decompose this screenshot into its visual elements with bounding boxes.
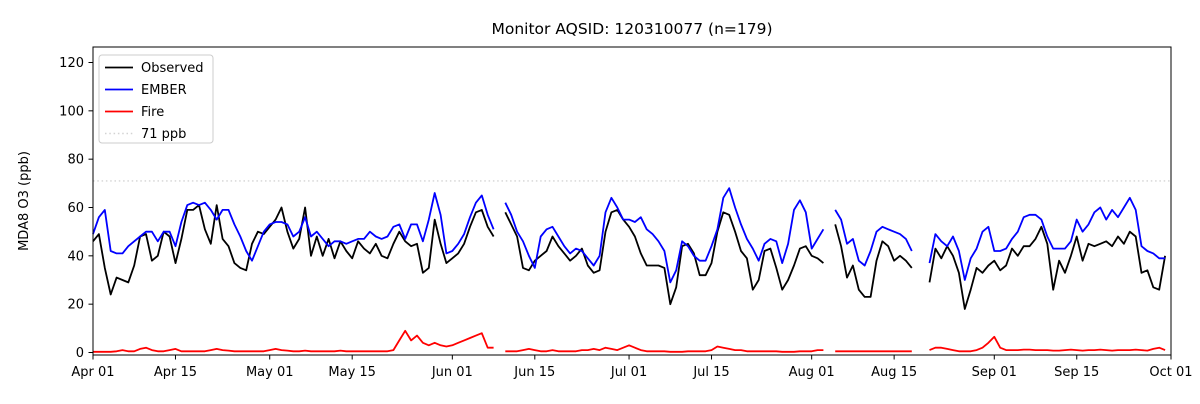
series-lines [92, 180, 1171, 353]
x-tick-label: Oct 01 [1149, 365, 1192, 380]
x-tick-label: Jun 15 [513, 365, 555, 380]
y-tick-label: 20 [67, 298, 84, 313]
observed-line [928, 225, 1166, 310]
fire-line [93, 329, 494, 353]
x-tick-label: Sep 01 [972, 365, 1017, 380]
y-tick-label: 60 [67, 201, 84, 216]
ember-line [92, 192, 495, 262]
plot-area-border [92, 46, 1172, 356]
y-tick-label: 0 [76, 346, 84, 361]
legend-box [98, 54, 214, 144]
x-tick-label: May 01 [246, 365, 294, 380]
y-tick-label: 120 [59, 56, 84, 71]
x-tick-label: Jul 01 [610, 365, 647, 380]
legend-label-ember: EMBER [141, 83, 187, 98]
x-tick-label: Jul 15 [692, 365, 729, 380]
x-tick-label: Aug 15 [871, 365, 917, 380]
x-tick-label: Sep 15 [1054, 365, 1099, 380]
chart-title: Monitor AQSID: 120310077 (n=179) [491, 20, 772, 38]
observed-line [92, 204, 495, 296]
ember-line [928, 196, 1166, 281]
legend-label-observed: Observed [141, 61, 204, 76]
x-tick-label: Jun 01 [431, 365, 473, 380]
fire-line [929, 335, 1166, 353]
legend-label-fire: Fire [141, 105, 164, 120]
y-axis-label: MDA8 O3 (ppb) [17, 151, 32, 251]
x-tick-label: Apr 15 [154, 365, 197, 380]
legend-label-threshold: 71 ppb [141, 127, 186, 142]
ember-line [834, 209, 913, 267]
ember-line [504, 187, 825, 284]
x-tick-label: Apr 01 [71, 365, 114, 380]
x-tick-label: Aug 01 [789, 365, 835, 380]
observed-line [834, 224, 913, 298]
y-tick-label: 100 [59, 104, 84, 119]
fire-line [505, 344, 824, 353]
y-tick-label: 80 [67, 153, 84, 168]
x-tick-label: May 15 [328, 365, 376, 380]
observed-line [504, 208, 824, 306]
axis-ticks: Apr 01 Apr 15 May 01 May 15 Jun 01 Jun 15 Jul … [59, 56, 1192, 380]
legend: Observed EMBER Fire 71 ppb [98, 54, 214, 144]
y-tick-label: 40 [67, 249, 84, 264]
